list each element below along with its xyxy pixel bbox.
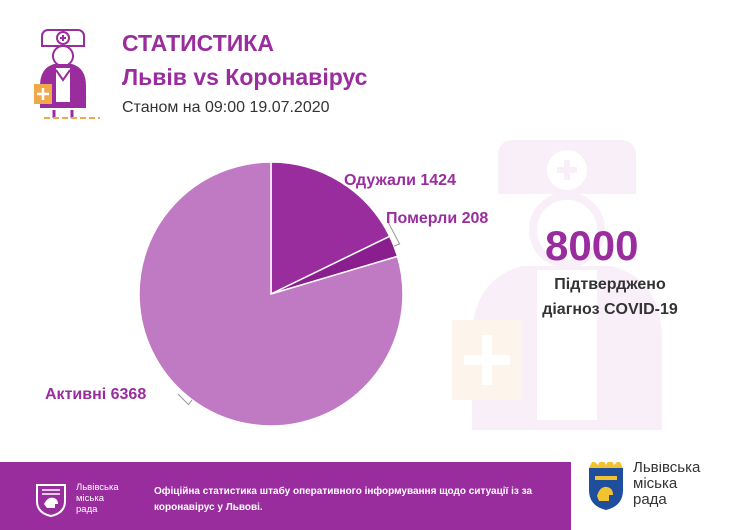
data-label-0: Одужали 1424 xyxy=(344,172,456,189)
page-subtitle: Львів vs Коронавірус xyxy=(122,64,368,90)
data-label-1: Померли 208 xyxy=(386,210,488,227)
footer-card-text: Львівська міська рада xyxy=(633,462,700,508)
date-label: Станом на 09:00 19.07.2020 xyxy=(122,99,330,116)
lviv-coat-of-arms-icon xyxy=(34,482,68,523)
footer-left-logo-line2: міська xyxy=(76,493,104,504)
footer-card-line3: рада xyxy=(633,491,667,508)
footer-left-logo-line1: Львівська xyxy=(76,482,119,493)
total-cases-value: 8000 xyxy=(545,222,639,269)
pie-slice-0 xyxy=(270,161,391,296)
leader-line-1 xyxy=(387,221,401,247)
total-desc-line1: Підтверджено xyxy=(554,276,666,293)
footer-card-line2: міська xyxy=(633,475,678,492)
footer-note: Офіційна статистика штабу оперативного і… xyxy=(154,484,554,516)
footer-left-logo-text: Львівська міська рада xyxy=(76,482,119,515)
leader-line-2 xyxy=(177,393,193,406)
doctor-icon xyxy=(28,26,100,127)
footer-logo-card: Львівська міська рада xyxy=(571,462,730,530)
footer-bar: Львівська міська рада Офіційна статистик… xyxy=(0,462,730,530)
data-label-2: Активні 6368 xyxy=(45,386,146,403)
doctor-watermark-icon xyxy=(452,130,722,455)
footer-card-line1: Львівська xyxy=(633,462,701,476)
page-title: СТАТИСТИКА xyxy=(122,30,274,56)
footer-note-line1: Офіційна статистика штабу оперативного і… xyxy=(154,486,533,497)
total-cases-description: Підтверджено діагноз COVID-19 xyxy=(510,272,710,322)
lviv-coat-of-arms-icon xyxy=(585,462,627,517)
total-desc-line2: діагноз COVID-19 xyxy=(542,301,678,318)
footer-left-logo-line3: рада xyxy=(76,504,98,515)
pie-slice-2 xyxy=(138,161,404,427)
footer-note-line2: коронавірус у Львові. xyxy=(154,502,263,513)
